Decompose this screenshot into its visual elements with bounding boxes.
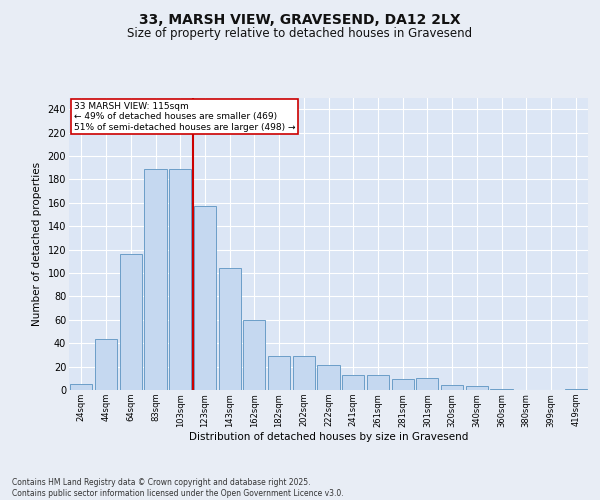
X-axis label: Distribution of detached houses by size in Gravesend: Distribution of detached houses by size … — [189, 432, 468, 442]
Bar — [119, 254, 142, 390]
Bar — [342, 375, 364, 390]
Bar — [490, 389, 512, 390]
Text: Contains HM Land Registry data © Crown copyright and database right 2025.
Contai: Contains HM Land Registry data © Crown c… — [12, 478, 344, 498]
Bar — [565, 389, 587, 390]
Bar — [466, 386, 488, 390]
Y-axis label: Number of detached properties: Number of detached properties — [32, 162, 42, 326]
Bar — [441, 386, 463, 390]
Bar — [95, 338, 117, 390]
Bar — [243, 320, 265, 390]
Bar — [268, 356, 290, 390]
Text: 33, MARSH VIEW, GRAVESEND, DA12 2LX: 33, MARSH VIEW, GRAVESEND, DA12 2LX — [139, 12, 461, 26]
Bar — [70, 384, 92, 390]
Bar — [169, 169, 191, 390]
Text: Size of property relative to detached houses in Gravesend: Size of property relative to detached ho… — [127, 28, 473, 40]
Bar — [145, 169, 167, 390]
Text: 33 MARSH VIEW: 115sqm
← 49% of detached houses are smaller (469)
51% of semi-det: 33 MARSH VIEW: 115sqm ← 49% of detached … — [74, 102, 296, 132]
Bar — [317, 366, 340, 390]
Bar — [367, 375, 389, 390]
Bar — [194, 206, 216, 390]
Bar — [392, 380, 414, 390]
Bar — [218, 268, 241, 390]
Bar — [416, 378, 439, 390]
Bar — [293, 356, 315, 390]
